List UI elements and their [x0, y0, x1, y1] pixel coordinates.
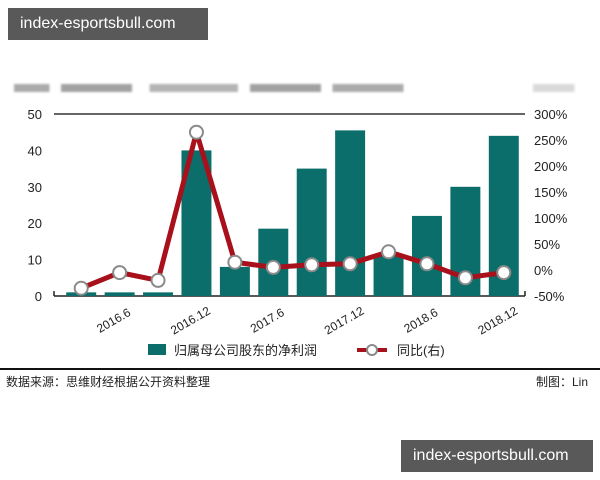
svg-text:20: 20: [28, 216, 42, 231]
line-marker: [188, 124, 204, 140]
svg-text:10: 10: [28, 253, 42, 268]
footer-divider: [0, 368, 600, 370]
line-marker: [112, 265, 128, 281]
line-marker: [496, 265, 512, 281]
svg-text:30: 30: [28, 180, 42, 195]
legend-line-marker-icon: [357, 343, 388, 356]
line-marker: [342, 256, 358, 272]
line-marker: [73, 280, 89, 296]
watermark-bottom: index-esportsbull.com: [401, 440, 593, 472]
legend-line-label: 同比(右): [397, 343, 445, 358]
bar: [411, 215, 442, 296]
svg-text:2017.6: 2017.6: [248, 305, 287, 336]
svg-text:50%: 50%: [534, 237, 560, 252]
svg-text:-50%: -50%: [534, 289, 565, 304]
svg-text:300%: 300%: [534, 107, 568, 122]
svg-text:2016.6: 2016.6: [94, 305, 133, 336]
legend-bar-swatch: [148, 344, 166, 355]
legend-bar-label: 归属母公司股东的净利润: [174, 343, 318, 358]
svg-text:250%: 250%: [534, 133, 568, 148]
svg-text:2016.12: 2016.12: [168, 303, 213, 337]
svg-text:100%: 100%: [534, 211, 568, 226]
svg-text:0: 0: [35, 289, 42, 304]
line-marker: [457, 270, 473, 286]
svg-text:2018.6: 2018.6: [402, 305, 441, 336]
bar: [296, 168, 327, 296]
bar: [373, 254, 404, 296]
bar: [219, 266, 250, 296]
bar: [104, 292, 135, 296]
svg-text:2018.12: 2018.12: [476, 303, 521, 337]
chart-title-obscured: [14, 84, 600, 92]
legend: 归属母公司股东的净利润 同比(右): [148, 340, 445, 359]
line-marker: [227, 254, 243, 270]
author-note: 制图：Lin: [535, 375, 588, 389]
svg-text:40: 40: [28, 143, 42, 158]
line-marker: [150, 272, 166, 288]
svg-text:200%: 200%: [534, 159, 568, 174]
line-marker: [304, 257, 320, 273]
line-marker: [419, 256, 435, 272]
source-note: 数据来源：思维财经根据公开资料整理: [6, 375, 211, 389]
svg-text:0%: 0%: [534, 263, 553, 278]
svg-text:2017.12: 2017.12: [322, 303, 367, 337]
chart: 0 10 20 30 40 50 -50% 0% 50% 100% 150% 200% 250% 300%…: [28, 107, 568, 337]
watermark-top: index-esportsbull.com: [8, 8, 208, 40]
svg-text:150%: 150%: [534, 185, 568, 200]
line-marker: [381, 244, 397, 260]
line-marker: [265, 259, 281, 275]
svg-text:50: 50: [28, 107, 42, 122]
bar: [143, 292, 174, 296]
